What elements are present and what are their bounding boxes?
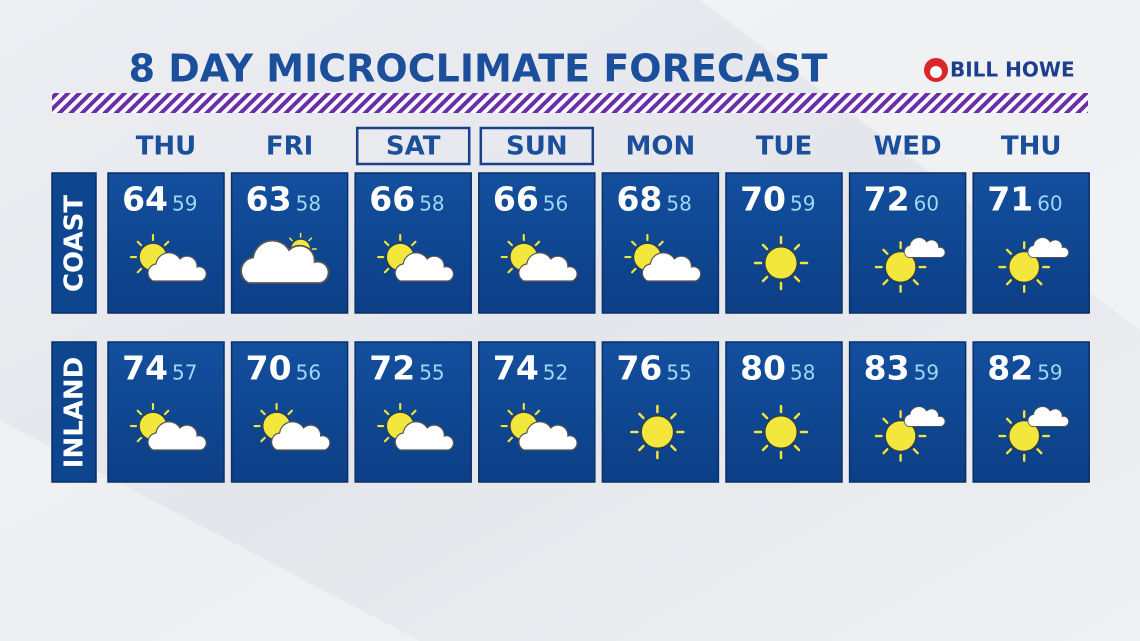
low-temp: 59 [914, 361, 939, 385]
day-highlight [479, 126, 595, 166]
low-temp: 59 [1037, 361, 1062, 385]
low-temp: 58 [296, 192, 321, 216]
row-label: COAST [60, 195, 90, 292]
cell-background [972, 172, 1090, 314]
forecast-cell: 80 58 [725, 341, 843, 483]
high-temp: 66 [493, 180, 539, 219]
low-temp: 55 [419, 361, 444, 385]
forecast-cell: 74 52 [478, 341, 596, 483]
high-temp: 83 [864, 349, 910, 388]
cell-background [725, 341, 843, 483]
day-label: SUN [506, 132, 568, 162]
cell-background [848, 341, 967, 483]
logo-face [930, 66, 942, 78]
title-divider [52, 93, 1088, 113]
low-temp: 56 [543, 192, 568, 216]
forecast-cell: 66 58 [354, 172, 472, 314]
cell-background [230, 172, 349, 314]
forecast-cell: 82 59 [972, 341, 1090, 483]
high-temp: 66 [369, 180, 415, 219]
forecast-cell: 83 59 [848, 341, 967, 483]
high-temp: 72 [864, 180, 910, 219]
forecast-cell: 66 56 [478, 172, 596, 314]
high-temp: 82 [987, 349, 1033, 388]
high-temp: 70 [246, 349, 292, 388]
cell-background [972, 341, 1090, 483]
low-temp: 57 [172, 361, 197, 385]
sponsor-name: BILL HOWE [950, 58, 1075, 82]
high-temp: 76 [616, 349, 662, 388]
title: 8 DAY MICROCLIMATE FORECAST [129, 47, 828, 91]
low-temp: 58 [790, 361, 815, 385]
row-label: INLAND [60, 357, 90, 468]
low-temp: 58 [419, 192, 444, 216]
day-label: MON [626, 132, 696, 162]
forecast-cell: 72 55 [354, 341, 472, 483]
forecast-cell: 74 57 [107, 341, 225, 483]
cell-background [725, 172, 843, 314]
high-temp: 64 [122, 180, 168, 219]
high-temp: 74 [122, 349, 168, 388]
high-temp: 63 [246, 180, 292, 219]
high-temp: 68 [616, 180, 662, 219]
row-label-box [51, 341, 97, 483]
day-label: SAT [386, 132, 441, 162]
forecast-cell: 70 56 [230, 341, 349, 483]
day-label: TUE [756, 132, 813, 162]
high-temp: 70 [740, 180, 786, 219]
cell-background [848, 172, 967, 314]
day-label: WED [874, 132, 942, 162]
low-temp: 59 [172, 192, 197, 216]
day-highlight [355, 126, 471, 166]
forecast-cell: 72 60 [848, 172, 967, 314]
sponsor-logo: BILL HOWE [924, 58, 1075, 82]
low-temp: 52 [543, 361, 568, 385]
forecast-cell: 70 59 [725, 172, 843, 314]
day-label: THU [136, 132, 197, 162]
forecast-cell: 76 55 [601, 341, 720, 483]
row-label-box [51, 172, 97, 314]
low-temp: 58 [666, 192, 691, 216]
background-stripe [0, 420, 420, 641]
day-label: FRI [266, 132, 313, 162]
forecast-cell: 64 59 [107, 172, 225, 314]
low-temp: 59 [790, 192, 815, 216]
day-label: THU [1001, 132, 1062, 162]
cell-background [601, 341, 720, 483]
low-temp: 56 [296, 361, 321, 385]
high-temp: 71 [987, 180, 1033, 219]
high-temp: 80 [740, 349, 786, 388]
low-temp: 60 [1037, 192, 1062, 216]
forecast-cell: 68 58 [601, 172, 720, 314]
high-temp: 72 [369, 349, 415, 388]
low-temp: 55 [666, 361, 691, 385]
forecast-cell: 71 60 [972, 172, 1090, 314]
low-temp: 60 [914, 192, 939, 216]
forecast-cell: 63 58 [230, 172, 349, 314]
high-temp: 74 [493, 349, 539, 388]
